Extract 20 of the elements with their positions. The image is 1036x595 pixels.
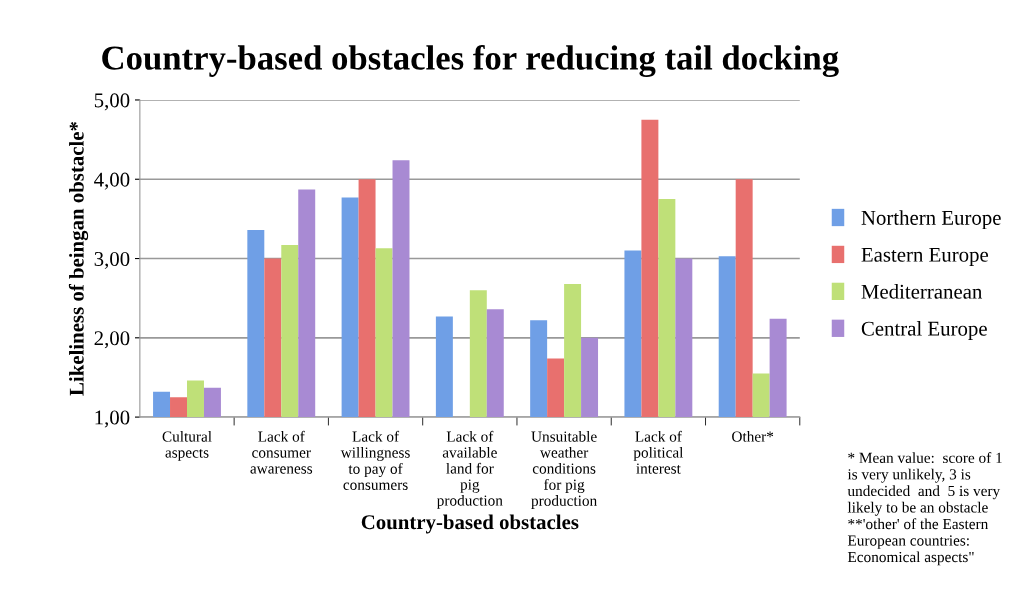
y-tick-label: 4,00 — [94, 172, 130, 190]
x-tick-label: Lack of political interest — [633, 430, 684, 474]
legend-label: Central Europe — [861, 321, 987, 340]
text: * Mean value: score of 1 is very unlikely, 3 is undecided and 5 is very likely to be an obstacle **'other' of the Eastern European countries: Economical aspects" — [847, 452, 1002, 566]
x-tick-label: Cultural aspects — [162, 430, 212, 461]
x-tick-label: Lack of willingness to pay of consumers — [340, 430, 410, 490]
x-tick-label: Lack of available land for pig production — [436, 430, 503, 509]
x-tick-label: Unsuitable weather conditions for pig production — [531, 430, 597, 509]
x-axis-title: Country-based obstacles — [361, 514, 579, 534]
legend-label: Northern Europe — [861, 210, 1001, 230]
y-tick-label: 1,00 — [95, 410, 130, 428]
chart-title: Country-based obstacles for reducing tail docking — [102, 44, 839, 78]
x-tick-label: Lack of consumer awareness — [250, 430, 313, 474]
y-tick-label: 2,00 — [94, 331, 130, 349]
legend-label: Mediterranean — [861, 284, 983, 299]
legend-label: Eastern Europe — [861, 247, 989, 267]
y-tick-label: 5,00 — [94, 93, 130, 111]
y-tick-label: 3,00 — [94, 251, 130, 269]
x-tick-label: Other* — [732, 430, 774, 442]
y-axis-title: Likeliness of beingan obstacle* — [68, 121, 89, 396]
